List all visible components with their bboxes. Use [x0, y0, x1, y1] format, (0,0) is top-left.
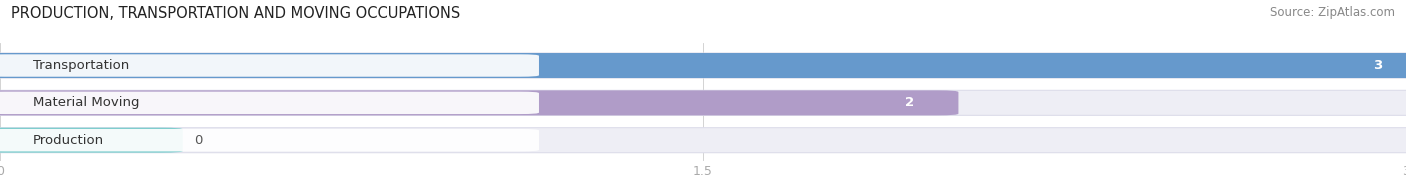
FancyBboxPatch shape [0, 92, 538, 114]
Text: 2: 2 [905, 96, 914, 109]
Text: Material Moving: Material Moving [32, 96, 139, 109]
FancyBboxPatch shape [0, 90, 959, 115]
FancyBboxPatch shape [0, 54, 538, 77]
FancyBboxPatch shape [0, 128, 1406, 153]
FancyBboxPatch shape [0, 90, 1406, 115]
FancyBboxPatch shape [0, 53, 1406, 78]
Text: PRODUCTION, TRANSPORTATION AND MOVING OCCUPATIONS: PRODUCTION, TRANSPORTATION AND MOVING OC… [11, 6, 461, 21]
FancyBboxPatch shape [0, 128, 183, 153]
FancyBboxPatch shape [0, 129, 538, 151]
Text: Source: ZipAtlas.com: Source: ZipAtlas.com [1270, 6, 1395, 19]
Text: 3: 3 [1374, 59, 1382, 72]
Text: Production: Production [32, 134, 104, 147]
Text: 0: 0 [194, 134, 202, 147]
Text: Transportation: Transportation [32, 59, 129, 72]
FancyBboxPatch shape [0, 53, 1406, 78]
